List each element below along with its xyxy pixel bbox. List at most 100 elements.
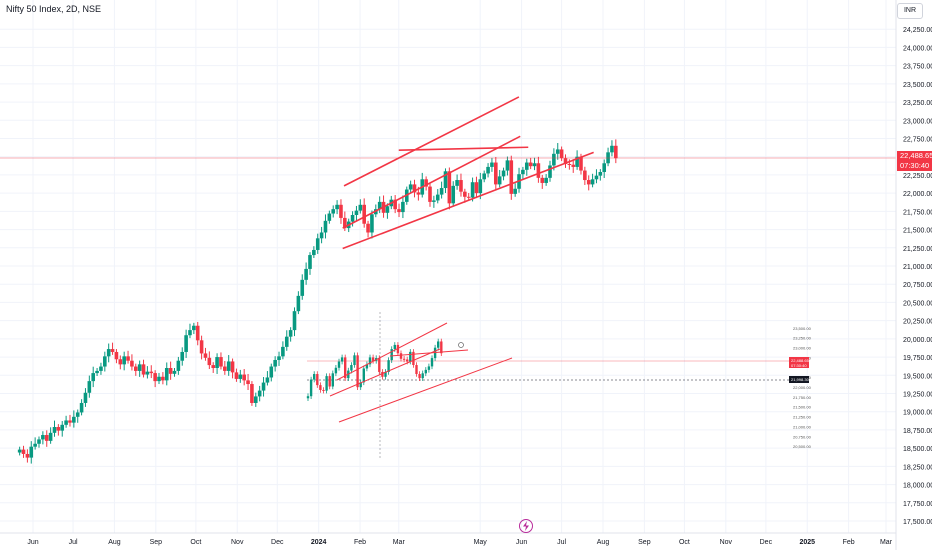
candle-body (540, 177, 545, 183)
candle-body (331, 209, 336, 214)
candle-body (137, 364, 142, 371)
inset-candle-body (371, 357, 375, 361)
candle-body (586, 180, 591, 185)
candle-body (300, 279, 305, 296)
candle-body (284, 336, 289, 347)
candle-body (91, 373, 96, 382)
candle-body (544, 177, 548, 183)
candle-body (215, 357, 219, 368)
time-axis-label: Aug (108, 539, 121, 546)
candle-body (83, 392, 88, 403)
price-axis-label: 19,500.00 (903, 373, 932, 380)
currency-selector[interactable]: INR (897, 3, 923, 19)
candle-body (122, 356, 126, 365)
time-axis-label: Feb (354, 539, 366, 546)
inset-candle-body (402, 358, 406, 360)
candle-body (161, 376, 165, 381)
candle-body (126, 356, 130, 361)
inset-axis-label: 22,000.00 (793, 385, 812, 390)
trendline (343, 96, 520, 187)
candle-body (583, 170, 587, 181)
candle-body (497, 176, 502, 185)
candle-body (41, 435, 45, 440)
inset-candle-body (350, 365, 353, 371)
tradingview-bolt-icon[interactable] (519, 519, 533, 533)
time-axis-label: Sep (638, 539, 651, 546)
candle-body (103, 356, 107, 367)
candle-body (482, 173, 486, 180)
candle-body (304, 268, 308, 280)
candle-body (385, 206, 390, 213)
price-axis-label: 22,750.00 (903, 137, 932, 144)
candle-body (432, 200, 436, 202)
last-price-value: 22,488.65 (900, 151, 932, 160)
candle-body (408, 184, 413, 190)
inset-candle-body (337, 361, 341, 368)
trendlines-group[interactable] (342, 96, 594, 250)
candle-body (87, 381, 92, 393)
candle-body (343, 217, 347, 229)
candle-body (579, 156, 583, 171)
price-axis-label: 17,500.00 (903, 519, 932, 526)
candle-body (401, 201, 405, 213)
candle-body (552, 153, 556, 166)
candle-body (219, 357, 223, 367)
candle-body (428, 186, 432, 202)
inset-candle-body (384, 371, 387, 377)
candle-body (253, 396, 258, 403)
inset-price-tag-time: 07:30:40 (791, 363, 807, 368)
time-axis-label: May (474, 539, 488, 546)
trendline (342, 151, 594, 250)
candle-body (455, 180, 459, 186)
inset-axis-label: 23,500.00 (793, 326, 812, 331)
time-axis-label: Jul (557, 539, 566, 546)
inset-trendline (338, 357, 513, 423)
inset-axis-label: 21,500.00 (793, 405, 812, 410)
price-axis-label: 23,500.00 (903, 82, 932, 89)
price-axis-label: 18,000.00 (903, 483, 932, 490)
inset-candle-body (421, 373, 424, 379)
inset-candle-body (362, 368, 365, 383)
price-axis-label: 21,250.00 (903, 246, 932, 253)
candle-body (207, 357, 212, 366)
time-axis-label: Sep (150, 539, 163, 546)
candle-body (548, 165, 552, 178)
time-axis[interactable]: Jun Jul Aug Sep Oct Nov Dec 2024 Feb Mar May Jun Jul… (0, 532, 896, 546)
candle-body (95, 370, 99, 374)
candle-body (524, 162, 529, 170)
candle-body (308, 255, 312, 269)
inset-candle-body (365, 364, 369, 369)
inset-candle-body (322, 389, 325, 391)
candle-body (490, 162, 494, 167)
candle-body (192, 325, 196, 331)
inset-candle-body (319, 385, 322, 390)
candle-body (176, 360, 181, 371)
inset-trendline (389, 349, 469, 357)
time-axis-label: Jun (516, 539, 527, 546)
candle-body (478, 179, 483, 194)
candle-body (157, 376, 161, 382)
candle-body (594, 175, 599, 180)
candle-body (459, 180, 463, 192)
inset-candle-body (309, 379, 313, 397)
candle-body (416, 192, 421, 195)
price-axis[interactable]: 24,250.00 24,000.00 23,750.00 23,500.00 23,2… (895, 0, 932, 550)
candle-body (377, 201, 382, 210)
candle-body (439, 188, 444, 195)
inset-candle-body (427, 366, 431, 370)
candle-body (362, 204, 366, 224)
time-axis-label: Mar (880, 539, 893, 546)
candle-body (257, 390, 262, 397)
candle-body (555, 149, 560, 154)
candle-body (184, 335, 188, 352)
candle-body (60, 424, 65, 431)
inset-price-tag-text: 22,488.65 (791, 358, 810, 363)
price-axis-label: 23,250.00 (903, 100, 932, 107)
candle-body (370, 214, 374, 233)
candle-body (203, 353, 208, 358)
candle-body (288, 330, 293, 337)
candle-body (199, 340, 204, 354)
candle-body (75, 412, 80, 417)
inset-candle-body (368, 357, 372, 365)
